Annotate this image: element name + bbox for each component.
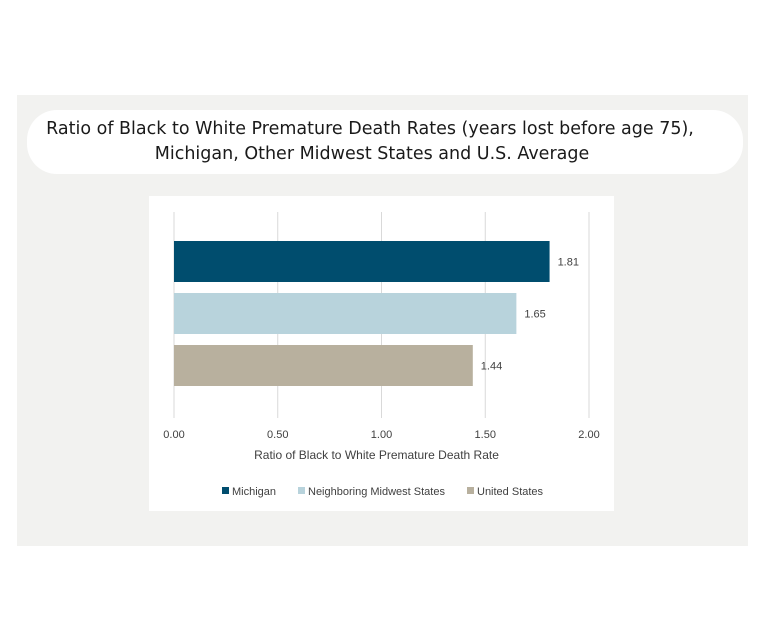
x-tick-label: 1.50 <box>475 429 496 441</box>
x-tick-label: 2.00 <box>578 429 599 441</box>
legend-label: United States <box>477 486 544 498</box>
bar-michigan <box>174 241 550 282</box>
legend-label: Neighboring Midwest States <box>308 486 445 498</box>
legend-label: Michigan <box>232 486 276 498</box>
chart-title-line-2: Michigan, Other Midwest States and U.S. … <box>154 144 590 164</box>
bar-united-states <box>174 345 473 386</box>
legend-swatch <box>467 487 474 494</box>
chart-title-box: Ratio of Black to White Premature Death … <box>27 110 743 174</box>
bar-neighboring-midwest-states <box>174 293 517 334</box>
x-axis-title: Ratio of Black to White Premature Death … <box>254 448 499 462</box>
data-label: 1.65 <box>524 309 545 321</box>
chart-title-line-1: Ratio of Black to White Premature Death … <box>46 119 694 139</box>
data-label: 1.44 <box>481 361 502 373</box>
x-tick-label: 1.00 <box>371 429 392 441</box>
data-label: 1.81 <box>558 257 579 269</box>
legend-swatch <box>222 487 229 494</box>
x-tick-label: 0.00 <box>163 429 184 441</box>
x-tick-label: 0.50 <box>267 429 288 441</box>
legend-swatch <box>298 487 305 494</box>
